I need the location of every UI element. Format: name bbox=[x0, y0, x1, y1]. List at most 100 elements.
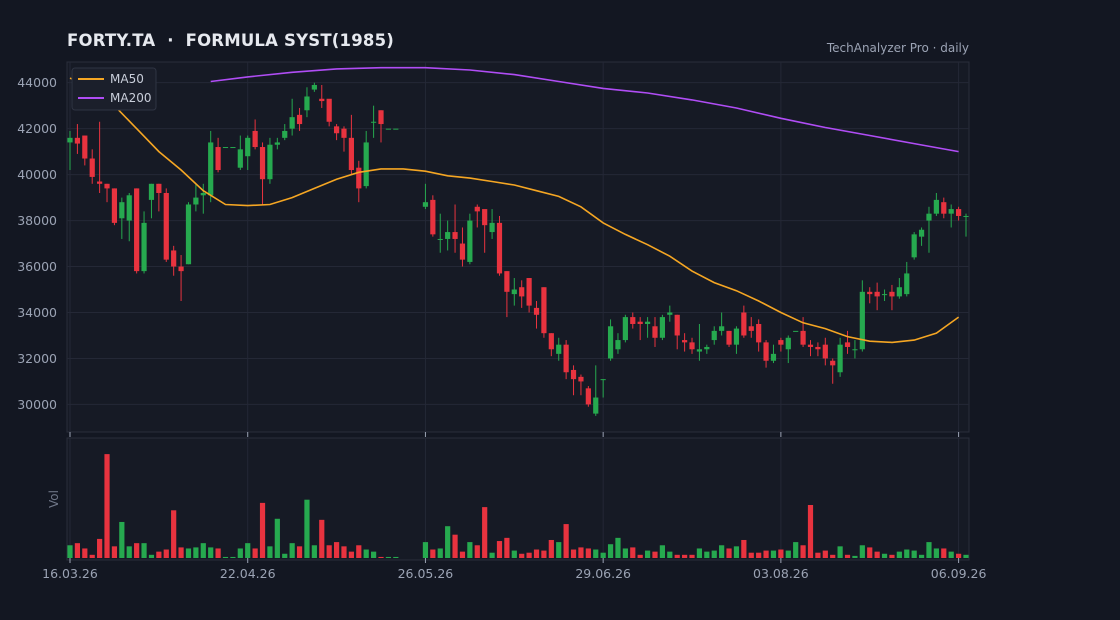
candle-body bbox=[296, 114, 303, 125]
legend: MA50 MA200 bbox=[71, 67, 157, 111]
candle-body bbox=[726, 330, 732, 345]
candle-body bbox=[644, 321, 651, 324]
candle-body bbox=[215, 147, 221, 171]
volume-bar bbox=[696, 548, 703, 558]
candle bbox=[911, 232, 917, 260]
candle bbox=[696, 323, 703, 361]
volume-bar bbox=[593, 549, 599, 558]
candle-body bbox=[200, 192, 206, 196]
volume-axis-label: Vol bbox=[47, 490, 61, 508]
candle-body bbox=[837, 344, 843, 373]
candle bbox=[97, 121, 103, 193]
candle-body bbox=[208, 142, 214, 196]
x-tick-label: 26.05.26 bbox=[398, 566, 454, 581]
candle bbox=[445, 220, 451, 251]
candle bbox=[156, 183, 162, 212]
candle-body bbox=[178, 266, 184, 272]
y-tick-label: 44000 bbox=[17, 75, 57, 90]
volume-bar bbox=[496, 541, 503, 558]
candle-body bbox=[556, 344, 562, 354]
volume-bar bbox=[741, 539, 747, 558]
candle bbox=[837, 337, 843, 377]
volume-bar bbox=[948, 551, 954, 558]
volume-bar bbox=[82, 548, 88, 558]
candle bbox=[185, 202, 192, 265]
candle bbox=[311, 82, 317, 92]
candle bbox=[178, 255, 184, 302]
candle bbox=[778, 337, 784, 352]
candle bbox=[889, 284, 895, 311]
candle-body bbox=[941, 202, 947, 214]
candle bbox=[489, 209, 495, 239]
volume-bar bbox=[533, 549, 540, 558]
candle bbox=[756, 319, 762, 352]
candle bbox=[563, 340, 569, 380]
candle bbox=[926, 206, 932, 253]
candle-body bbox=[733, 328, 740, 345]
watermark-label: TechAnalyzer Pro · daily bbox=[826, 41, 969, 55]
volume-bar bbox=[844, 554, 851, 558]
candle bbox=[830, 358, 836, 384]
volume-bar bbox=[356, 545, 362, 558]
candle-body bbox=[363, 142, 369, 187]
candle-body bbox=[222, 147, 229, 149]
candle-body bbox=[185, 204, 192, 265]
candle bbox=[215, 137, 221, 173]
candle bbox=[393, 128, 399, 130]
candle-body bbox=[800, 330, 806, 345]
candle bbox=[82, 135, 88, 166]
candle bbox=[319, 84, 325, 108]
candle-body bbox=[141, 222, 147, 272]
y-tick-label: 34000 bbox=[17, 305, 57, 320]
volume-bar bbox=[933, 548, 939, 558]
volume-bar bbox=[607, 544, 614, 558]
volume-bar bbox=[578, 547, 584, 558]
candle bbox=[615, 333, 621, 354]
candle-body bbox=[259, 147, 266, 180]
candle-body bbox=[963, 215, 969, 217]
candle bbox=[467, 213, 473, 265]
volume-bar bbox=[163, 549, 169, 558]
volume-bar bbox=[733, 546, 740, 558]
candle-body bbox=[304, 96, 310, 111]
candle bbox=[881, 289, 888, 302]
candle bbox=[541, 287, 547, 338]
candle-body bbox=[311, 84, 317, 90]
volume-bar bbox=[267, 546, 273, 558]
candle-body bbox=[356, 167, 362, 189]
volume-bar bbox=[504, 537, 510, 558]
candle bbox=[867, 287, 873, 304]
candle-body bbox=[504, 271, 510, 292]
candle-body bbox=[763, 342, 769, 361]
candle-body bbox=[822, 344, 828, 359]
candle-body bbox=[682, 340, 688, 343]
candle-body bbox=[770, 353, 777, 361]
volume-panel bbox=[66, 437, 970, 561]
volume-bar bbox=[689, 554, 695, 558]
volume-bar bbox=[556, 542, 562, 558]
volume-bar bbox=[615, 537, 621, 558]
volume-bar bbox=[726, 548, 732, 558]
candle-body bbox=[704, 346, 710, 350]
candle-body bbox=[593, 397, 599, 414]
candle bbox=[422, 183, 429, 210]
candle-body bbox=[430, 199, 436, 235]
price-panel bbox=[66, 61, 970, 433]
volume-bar bbox=[526, 552, 532, 558]
candle bbox=[711, 326, 717, 345]
volume-bar bbox=[126, 546, 132, 558]
volume-bar bbox=[600, 552, 606, 558]
candle bbox=[511, 278, 517, 306]
x-tick-label: 22.04.26 bbox=[220, 566, 276, 581]
legend-ma200-label: MA200 bbox=[110, 91, 151, 105]
candle bbox=[141, 211, 147, 274]
candle bbox=[933, 192, 939, 216]
candle bbox=[852, 340, 858, 359]
candle bbox=[785, 335, 791, 364]
candle bbox=[955, 206, 962, 221]
candle bbox=[748, 317, 754, 338]
candle bbox=[89, 149, 95, 184]
candle bbox=[356, 160, 362, 203]
volume-bar bbox=[793, 542, 799, 558]
candle bbox=[341, 126, 347, 152]
